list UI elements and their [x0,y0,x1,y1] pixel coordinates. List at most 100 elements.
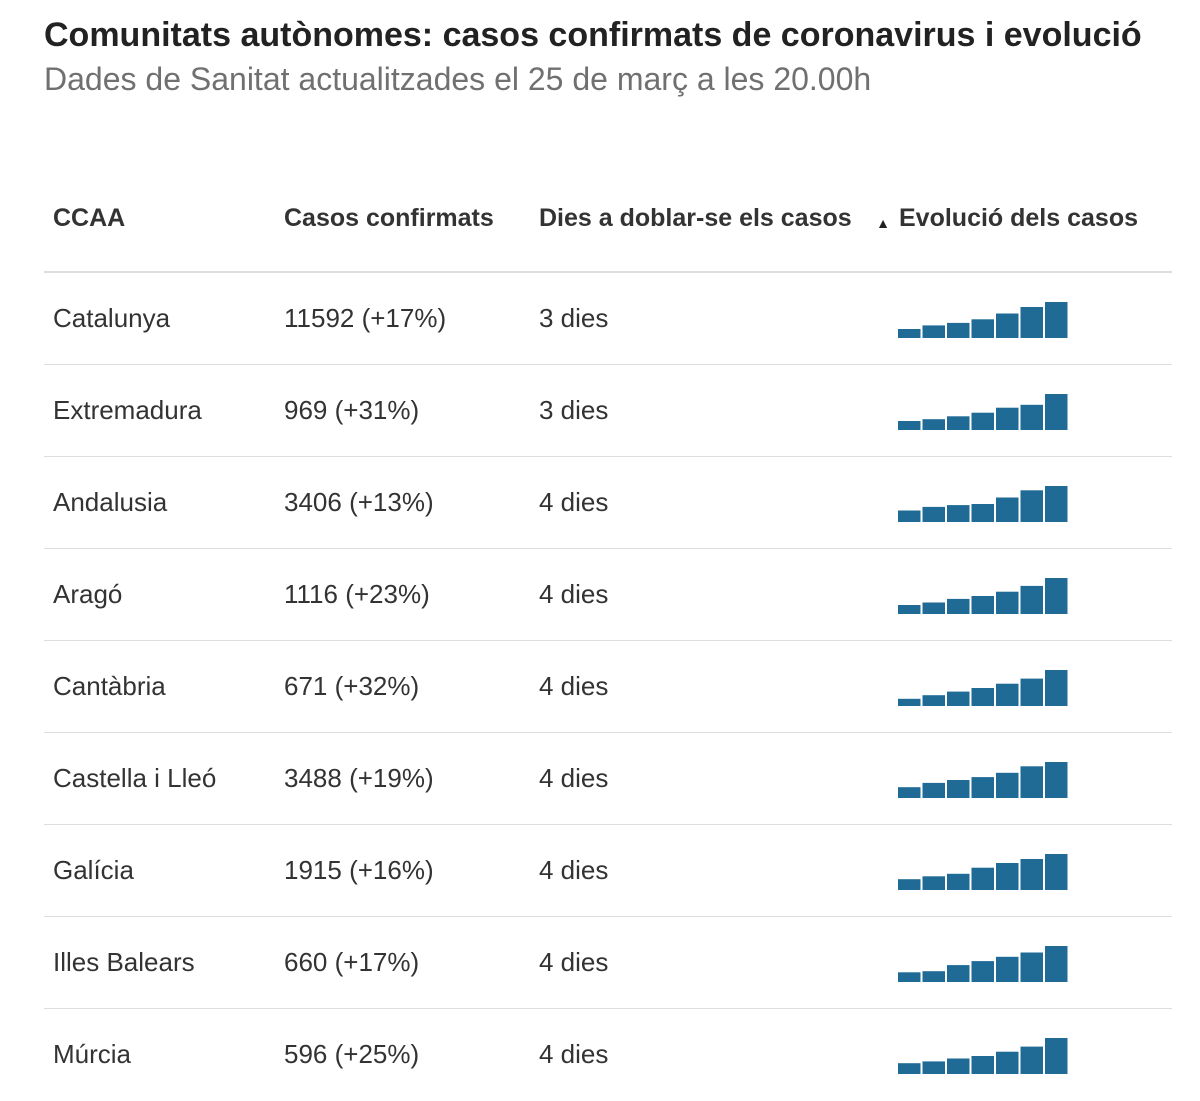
evolution-bar [898,1063,921,1075]
doubling-days-cell: 4 dies [530,916,890,1009]
evolution-bar [1020,1046,1043,1075]
evolution-bar [996,772,1019,798]
evolution-bar [898,329,921,339]
ccaa-cell: Múrcia [53,1038,132,1069]
evolution-bar [1020,859,1043,890]
evolution-bar [971,412,994,430]
ccaa-cell: Extremadura [44,364,275,457]
doubling-days-cell: 3 dies [530,364,890,457]
chart-title: Comunitats autònomes: casos confirmats d… [44,16,1142,54]
chart-subtitle: Dades de Sanitat actualitzades el 25 de … [44,61,872,97]
cases-cell: 1116 (+23%) [275,548,530,641]
table-row: Galícia 1915 (+16%) 4 dies [44,824,1172,917]
evolution-bar [922,782,945,798]
evolution-bar [947,691,970,706]
evolution-bar [1045,1038,1068,1075]
evolution-bar [922,971,945,982]
evolution-bar [971,596,994,614]
evolution-bar [898,879,921,890]
cases-cell: 3488 (+19%) [275,732,530,825]
evolution-bar [996,956,1019,982]
evolution-bar [996,497,1019,522]
evolution-cell [890,548,1172,641]
cases-table: CCAA Casos confirmats Dies a doblar-se e… [44,165,1172,1100]
evolution-bar [947,323,970,339]
evolution-bar [1045,946,1068,982]
table-row: Múrcia 596 (+25%) 4 dies [44,1008,1172,1100]
doubling-days-cell: 4 dies [530,640,890,733]
evolution-bar [947,598,970,614]
ccaa-cell: Illes Balears [44,916,275,1009]
table-body: Catalunya 11592 (+17%) 3 dies Extremadura 96… [44,272,1172,1100]
evolution-bar [1045,670,1068,706]
evolution-bar [947,965,970,982]
evolution-bar [971,1056,994,1075]
cases-cell: 1915 (+16%) [275,824,530,917]
cases-cell: 11592 (+17%) [275,272,530,365]
evolution-bar [1045,578,1068,614]
table-row: Extremadura 969 (+31%) 3 dies [44,364,1172,457]
evolution-bar [947,873,970,890]
evolution-cell [890,272,1172,365]
evolution-bar [971,688,994,706]
evolution-sparkline [898,762,1068,798]
evolution-sparkline [898,1038,1068,1075]
evolution-bar [922,1061,945,1075]
evolution-bar [898,421,921,430]
evolution-bar [898,510,921,522]
evolution-bar [898,972,921,982]
evolution-bar [971,319,994,339]
evolution-bar [1020,678,1043,706]
header-row: CCAA Casos confirmats Dies a doblar-se e… [44,165,1172,273]
ccaa-cell: Cantàbria [44,640,275,733]
evolution-bar [922,506,945,522]
doubling-days-cell: 4 dies [530,456,890,549]
evolution-cell [890,364,1172,457]
evolution-bar [898,787,921,798]
evolution-cell [890,732,1172,825]
column-header-doubling-days[interactable]: Dies a doblar-se els casos ▲ [530,165,890,273]
evolution-bar [922,602,945,614]
evolution-bar [1045,854,1068,890]
cases-cell: 3406 (+13%) [275,456,530,549]
evolution-bar [971,867,994,890]
cases-cell: 969 (+31%) [275,364,530,457]
column-header-doubling-days-label: Dies a doblar-se els casos [539,204,852,232]
column-header-evolution[interactable]: Evolució dels casos [890,165,1172,273]
evolution-bar [996,1051,1019,1075]
cases-cell: 660 (+17%) [275,916,530,1009]
evolution-bar [922,695,945,706]
evolution-bar [971,961,994,982]
cases-cell: 671 (+32%) [275,640,530,733]
evolution-bar [947,505,970,522]
evolution-cell [890,916,1172,1009]
evolution-bar [1045,486,1068,522]
ccaa-cell: Aragó [44,548,275,641]
evolution-bar [996,407,1019,430]
table-row: Castella i Lleó 3488 (+19%) 4 dies [44,732,1172,825]
evolution-bar [898,698,921,706]
table-row: Andalusia 3406 (+13%) 4 dies [44,456,1172,549]
table-row: Aragó 1116 (+23%) 4 dies [44,548,1172,641]
column-header-ccaa[interactable]: CCAA [44,165,275,273]
evolution-sparkline [898,302,1068,339]
evolution-bar [922,419,945,430]
evolution-sparkline [898,578,1068,614]
evolution-bar [1045,762,1068,798]
table-row: Cantàbria 671 (+32%) 4 dies [44,640,1172,733]
doubling-days-cell: 4 dies [530,548,890,641]
evolution-bar [1045,394,1068,430]
ccaa-cell: Catalunya [44,272,275,365]
evolution-bar [971,777,994,798]
evolution-sparkline [898,670,1068,706]
evolution-bar [1020,952,1043,982]
column-header-cases[interactable]: Casos confirmats [275,165,530,273]
table-row: Illes Balears 660 (+17%) 4 dies [44,916,1172,1009]
evolution-bar [971,504,994,522]
evolution-bar [1020,404,1043,430]
evolution-bar [996,863,1019,890]
sort-ascending-icon[interactable]: ▲ [876,215,890,231]
evolution-bar [996,591,1019,614]
cases-cell: 596 (+25%) [284,1038,420,1069]
evolution-bar [947,416,970,430]
